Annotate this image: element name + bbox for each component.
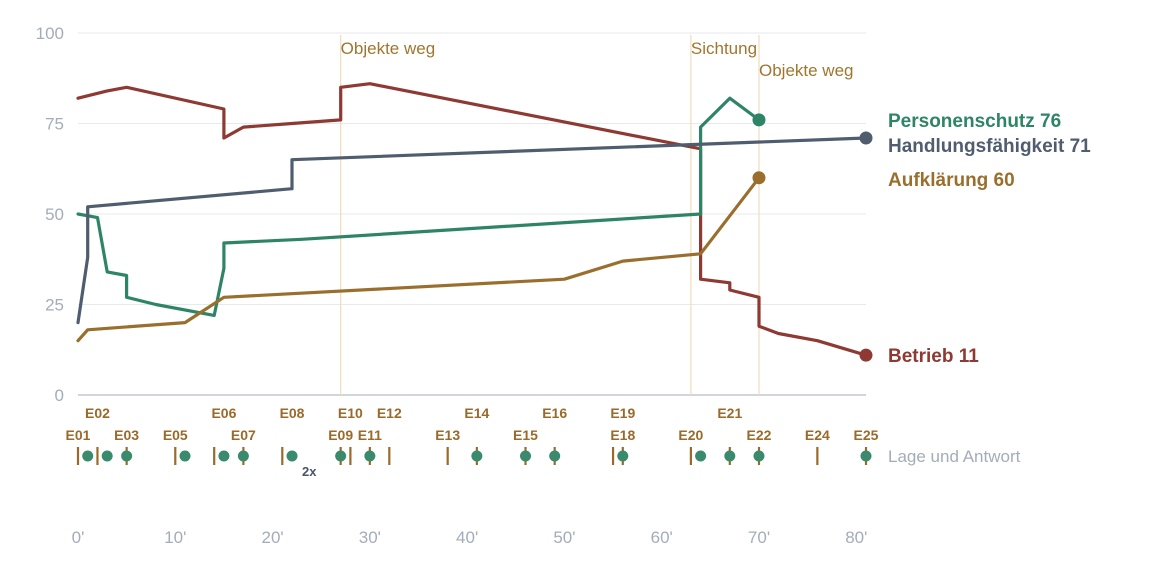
event-label: E13: [435, 427, 460, 443]
event-label: E18: [610, 427, 635, 443]
event-label: E08: [280, 405, 305, 421]
series-line: [76, 96, 761, 317]
x-tick-label: 0': [72, 528, 85, 547]
event-label: E12: [377, 405, 402, 421]
event-dot: [237, 450, 249, 462]
series-end-label: Betrieb 11: [888, 346, 979, 367]
event-dot: [364, 450, 376, 462]
series-end-dot: [859, 348, 873, 362]
event-label: E10: [338, 405, 363, 421]
event-label: E19: [610, 405, 635, 421]
event-dot: [549, 450, 561, 462]
event-label: E06: [211, 405, 236, 421]
event-label: E20: [678, 427, 703, 443]
event-dot: [471, 450, 483, 462]
y-tick-label: 50: [45, 205, 64, 224]
event-dot: [520, 450, 532, 462]
series-end-dot: [752, 113, 766, 127]
event-lane-label: Lage und Antwort: [888, 447, 1021, 466]
x-tick-label: 40': [456, 528, 478, 547]
event-dot: [617, 450, 629, 462]
event-dot: [179, 450, 191, 462]
event-label: E21: [717, 405, 742, 421]
series-end-label: Personenschutz 76: [888, 111, 1061, 132]
x-tick-label: 70': [748, 528, 770, 547]
event-dot: [101, 450, 113, 462]
y-tick-label: 0: [55, 386, 64, 405]
event-label: E07: [231, 427, 256, 443]
event-dot: [82, 450, 94, 462]
event-label: E01: [66, 427, 91, 443]
series-end-dot: [752, 171, 766, 185]
event-dot: [286, 450, 298, 462]
y-tick-label: 100: [36, 24, 64, 43]
x-tick-label: 10': [164, 528, 186, 547]
event-dot: [695, 450, 707, 462]
event-dot: [860, 450, 872, 462]
annotation-label: Objekte weg: [759, 61, 854, 80]
series-end-dot: [859, 131, 873, 145]
event-dot: [121, 450, 133, 462]
series-end-label: Handlungsfähigkeit 71: [888, 136, 1091, 157]
series-line: [76, 136, 868, 325]
series-line: [76, 176, 761, 343]
event-dot: [724, 450, 736, 462]
x-tick-label: 50': [553, 528, 575, 547]
event-label: E05: [163, 427, 188, 443]
series-line: [76, 82, 868, 357]
event-label: E22: [747, 427, 772, 443]
annotation-label: Objekte weg: [341, 39, 436, 58]
event-label: E24: [805, 427, 830, 443]
annotation-label: Sichtung: [691, 39, 757, 58]
x-tick-label: 60': [651, 528, 673, 547]
event-label: E25: [854, 427, 879, 443]
event-label: E16: [542, 405, 567, 421]
event-dot: [753, 450, 765, 462]
x-tick-label: 20': [261, 528, 283, 547]
series-end-label: Aufklärung 60: [888, 170, 1015, 191]
y-tick-label: 25: [45, 296, 64, 315]
y-tick-label: 75: [45, 115, 64, 134]
event-label: E02: [85, 405, 110, 421]
event-label: E14: [464, 405, 489, 421]
x-tick-label: 30': [359, 528, 381, 547]
event-dot: [218, 450, 230, 462]
x-tick-label: 80': [845, 528, 867, 547]
event-dot: [335, 450, 347, 462]
event-label: E03: [114, 427, 139, 443]
event-note: 2x: [302, 464, 317, 479]
event-label: E09: [328, 427, 353, 443]
event-label: E11: [358, 427, 382, 443]
event-label: E15: [513, 427, 538, 443]
